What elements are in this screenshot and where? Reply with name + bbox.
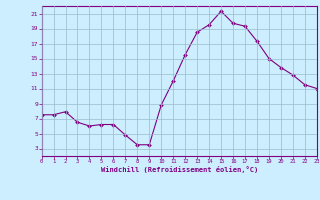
X-axis label: Windchill (Refroidissement éolien,°C): Windchill (Refroidissement éolien,°C)	[100, 166, 258, 173]
